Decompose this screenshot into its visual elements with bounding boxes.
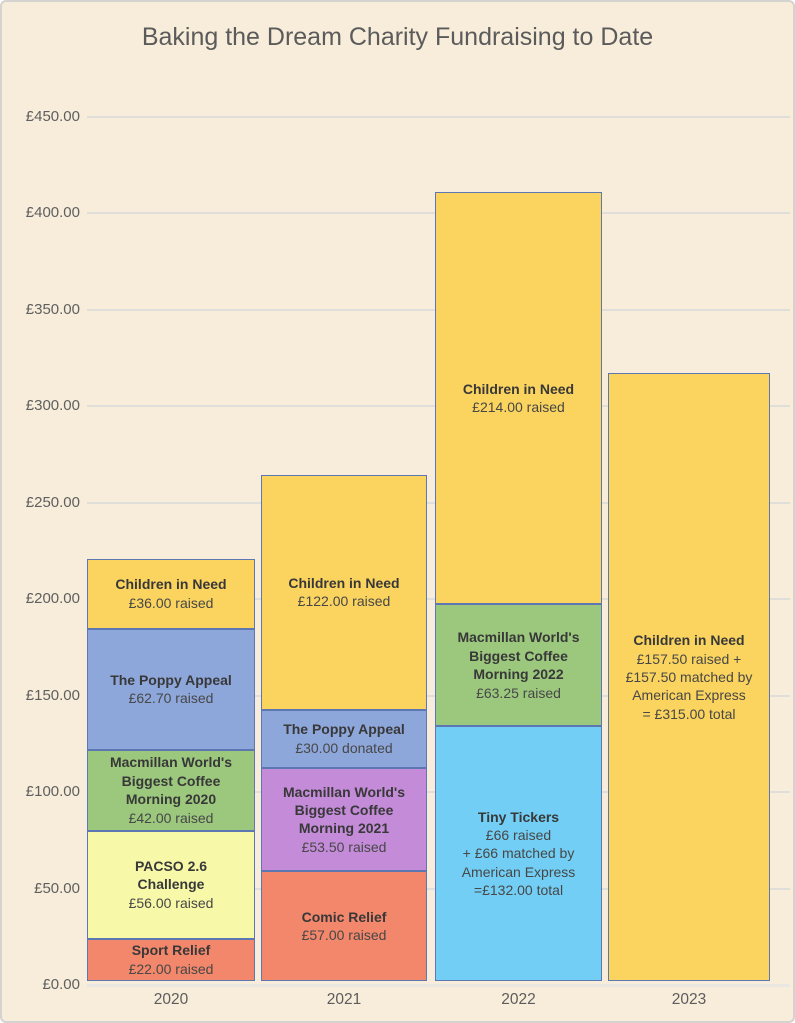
x-axis-label-2020: 2020 — [153, 991, 189, 1008]
segment-title: Macmillan World's — [457, 629, 580, 646]
bar-segment: Sport Relief £22.00 raised — [87, 938, 255, 981]
x-axis-label-2023: 2023 — [671, 991, 707, 1008]
bar-2023: Children in Need £157.50 raised + £157.50 … — [608, 373, 770, 981]
segment-detail: £63.25 raised — [476, 684, 561, 701]
y-tick-label: £250.00 — [25, 493, 80, 511]
bar-segment: The Poppy Appeal £62.70 raised — [87, 628, 255, 750]
segment-detail: £53.50 raised — [301, 838, 387, 855]
y-tick-label: £0.00 — [42, 976, 80, 993]
gridline-0 — [87, 984, 790, 987]
gridline-450 — [87, 116, 790, 118]
chart-title: Baking the Dream Charity Fundraising to … — [141, 23, 654, 51]
segment-title: PACSO 2.6 — [134, 857, 208, 874]
segment-title: Morning 2022 — [473, 666, 564, 683]
y-tick-label: £350.00 — [25, 300, 80, 318]
bar-segment: Macmillan World's Biggest Coffee Morning 2… — [261, 767, 427, 872]
segment-title: Children in Need — [633, 632, 745, 649]
x-axis-label-2021: 2021 — [326, 991, 362, 1008]
segment-title: Comic Relief — [301, 908, 387, 925]
segment-title: Children in Need — [288, 574, 400, 591]
segment-title: The Poppy Appeal — [283, 721, 405, 738]
bar-segment: PACSO 2.6 Challenge £56.00 raised — [87, 830, 255, 939]
bar-2021: Children in Need £122.00 raised The Poppy … — [261, 474, 427, 981]
x-axis-label-2022: 2022 — [501, 991, 536, 1008]
segment-detail: American Express — [461, 863, 576, 880]
segment-detail: £30.00 donated — [295, 739, 393, 756]
segment-detail: = £315.00 total — [642, 705, 736, 722]
segment-title: Macmillan World's — [109, 754, 233, 771]
bar-segment: Macmillan World's Biggest Coffee Morning 2… — [435, 604, 602, 727]
segment-title: Morning 2020 — [125, 791, 217, 808]
bar-segment: Children in Need £214.00 raised — [435, 191, 602, 605]
bar-2022: Children in Need £214.00 raised Macmillan … — [435, 191, 602, 981]
y-tick-label: £300.00 — [25, 397, 80, 415]
bar-segment: Children in Need £122.00 raised — [261, 474, 427, 710]
segment-title: Children in Need — [115, 576, 227, 593]
y-tick-label: £50.00 — [34, 879, 80, 897]
segment-title: Morning 2021 — [298, 820, 390, 837]
bar-segment: Children in Need £36.00 raised — [87, 559, 255, 629]
segment-title: Biggest Coffee — [121, 772, 221, 789]
segment-title: Sport Relief — [131, 942, 211, 959]
segment-detail: + £66 matched by — [462, 845, 575, 862]
segment-detail: £157.50 matched by — [625, 668, 753, 685]
segment-detail: £36.00 raised — [128, 594, 214, 611]
segment-detail: American Express — [632, 687, 746, 704]
segment-detail: £214.00 raised — [472, 399, 565, 415]
segment-title: Children in Need — [462, 380, 575, 397]
segment-detail: £62.70 raised — [128, 690, 214, 707]
segment-title: Macmillan World's — [282, 783, 406, 800]
segment-title: Challenge — [137, 876, 205, 893]
segment-detail: =£132.00 total — [473, 882, 564, 899]
y-tick-label: £100.00 — [25, 783, 80, 801]
segment-detail: £122.00 raised — [297, 593, 391, 610]
segment-detail: £22.00 raised — [128, 960, 214, 977]
segment-title: Biggest Coffee — [294, 801, 394, 818]
y-tick-label: £200.00 — [25, 590, 80, 608]
segment-detail: £42.00 raised — [128, 809, 214, 826]
segment-detail: £57.00 raised — [301, 927, 387, 943]
bar-segment: Macmillan World's Biggest Coffee Morning 2… — [87, 749, 255, 831]
segment-title: Tiny Tickers — [477, 808, 560, 825]
bar-segment: The Poppy Appeal £30.00 donated — [261, 709, 427, 768]
bar-segment: Children in Need £157.50 raised + £157.50 … — [608, 373, 770, 981]
segment-title: The Poppy Appeal — [110, 671, 232, 688]
y-tick-label: £150.00 — [25, 686, 80, 704]
segment-detail: £66 raised — [485, 826, 552, 843]
segment-detail: £157.50 raised + — [636, 650, 742, 667]
segment-title: Biggest Coffee — [469, 647, 568, 664]
y-tick-label: £400.00 — [25, 204, 80, 222]
y-tick-label: £450.00 — [25, 108, 80, 125]
bar-2020: Children in Need £36.00 raised The Poppy A… — [87, 559, 255, 981]
bar-segment: Comic Relief £57.00 raised — [261, 871, 427, 981]
bar-segment: Tiny Tickers £66 raised + £66 matched by Am… — [435, 726, 602, 981]
segment-detail: £56.00 raised — [128, 894, 214, 911]
